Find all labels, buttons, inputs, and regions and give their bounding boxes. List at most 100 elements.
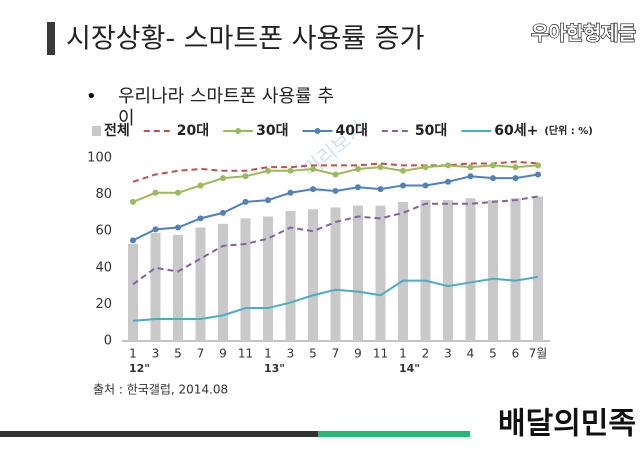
bar (285, 211, 296, 341)
bullet-dot: • (86, 86, 97, 107)
y-tick-label: 0 (104, 334, 112, 349)
x-tick-label: 3 (152, 347, 160, 361)
marker (242, 198, 249, 205)
bar (195, 227, 206, 341)
x-tick-label: 6 (512, 347, 520, 361)
x-tick-label: 11 (373, 347, 388, 361)
legend-marker (314, 128, 321, 134)
y-tick-label: 60 (95, 224, 112, 239)
marker (130, 198, 136, 205)
bar (533, 196, 543, 341)
marker (130, 237, 136, 244)
marker (220, 209, 226, 216)
marker (265, 197, 271, 204)
marker (535, 162, 541, 169)
legend-label: 전체 (104, 122, 130, 139)
legend-label: 60세+ (494, 123, 538, 139)
x-tick-label: 1 (399, 347, 407, 361)
title: 시장상황- 스마트폰 사용률 증가 (66, 24, 424, 55)
marker (265, 167, 271, 174)
marker (310, 165, 316, 172)
year-label: 12" (129, 362, 150, 375)
bar (150, 233, 161, 341)
line (132, 275, 539, 322)
source: 출처 : 한국갤럽, 2014.08 (93, 383, 228, 397)
legend-label: 30대 (256, 123, 288, 139)
x-tick-label: 5 (174, 347, 182, 361)
x-tick-label: 3 (444, 347, 452, 361)
marker (287, 167, 294, 174)
marker (467, 164, 474, 171)
footer-accent (318, 431, 470, 437)
year-label: 13" (264, 362, 285, 375)
bar (128, 244, 138, 341)
logo: 우아한형제들 (531, 23, 636, 45)
marker (512, 164, 519, 171)
bar (240, 218, 251, 341)
legend-swatch (92, 126, 101, 136)
bar (353, 205, 363, 341)
marker (377, 186, 384, 193)
title-bar (47, 22, 55, 55)
marker (490, 162, 496, 169)
x-tick-label: 7월 (529, 347, 548, 361)
bar (263, 216, 273, 341)
bar (488, 200, 498, 341)
marker (400, 182, 406, 189)
legend-label: 20대 (177, 123, 209, 139)
y-tick-label: 80 (95, 187, 112, 202)
marker (490, 175, 496, 182)
x-tick-label: 5 (489, 347, 497, 361)
bar (510, 198, 521, 341)
marker (332, 171, 339, 178)
marker (355, 165, 361, 172)
bar (465, 198, 476, 341)
x-tick-label: 1 (264, 347, 272, 361)
line (132, 164, 539, 203)
year-label: 14" (399, 362, 420, 375)
marker (220, 175, 226, 182)
x-tick-label: 5 (309, 347, 317, 361)
bar (443, 200, 453, 341)
legend-label: 40대 (336, 123, 368, 139)
bar (375, 205, 386, 341)
footer-logo: 배달의민족 (498, 407, 636, 442)
x-tick-label: 7 (197, 347, 205, 361)
marker (512, 175, 519, 182)
marker (287, 189, 294, 196)
x-tick-label: 9 (354, 347, 362, 361)
marker (152, 189, 159, 196)
x-tick-label: 3 (287, 347, 295, 361)
legend-marker (235, 128, 242, 134)
marker (355, 184, 361, 191)
marker (377, 164, 384, 171)
marker (197, 215, 204, 222)
bar (420, 200, 431, 341)
marker (332, 187, 339, 194)
x-tick-label: 11 (238, 347, 253, 361)
marker (445, 178, 451, 185)
marker (422, 164, 429, 171)
marker (310, 186, 316, 193)
unit-label: (단위 : %) (544, 124, 593, 137)
y-tick-label: 40 (95, 260, 112, 275)
marker (152, 226, 159, 233)
line (132, 195, 539, 286)
x-tick-label: 4 (467, 347, 475, 361)
bar (330, 207, 341, 341)
legend-label: 50대 (415, 123, 447, 139)
x-tick-label: 7 (332, 347, 340, 361)
marker (400, 167, 406, 174)
bar (398, 201, 408, 341)
bar (173, 234, 183, 341)
marker (242, 173, 249, 180)
bar (308, 209, 318, 341)
marker (422, 182, 429, 189)
bullet-text: 우리나라 스마트폰 사용률 추이 (118, 86, 334, 129)
x-tick-label: 9 (219, 347, 227, 361)
y-tick-label: 100 (87, 151, 112, 166)
marker (197, 182, 204, 189)
